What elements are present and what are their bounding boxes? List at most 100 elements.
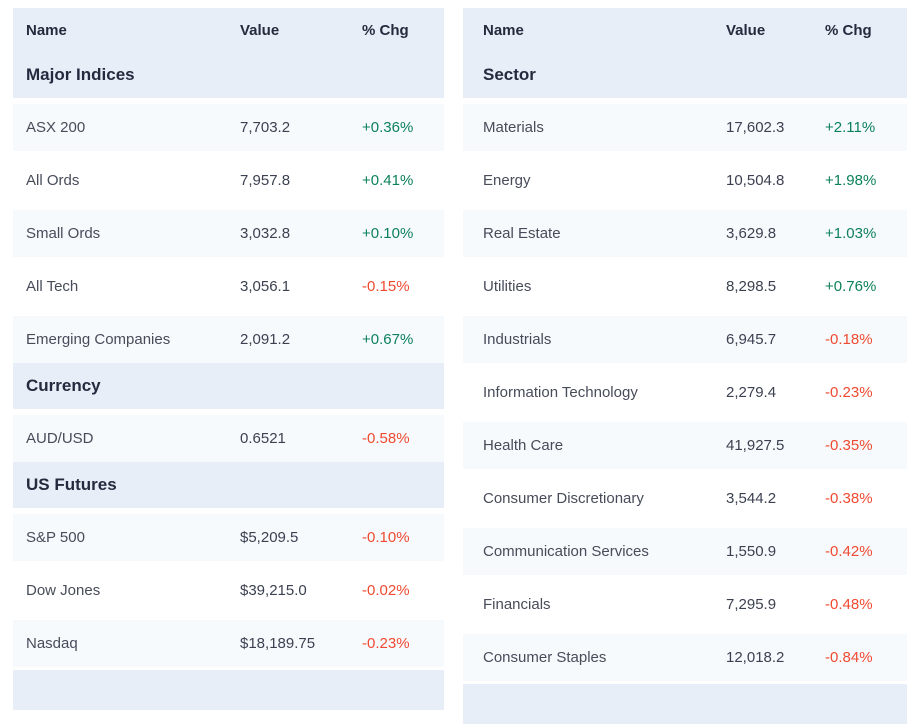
row-value: 3,544.2 [726,472,825,525]
row-name: Nasdaq [13,617,240,669]
next-section-band [463,683,907,724]
section-header-row: Currency [13,363,444,412]
row-value: 41,927.5 [726,419,825,472]
row-name: S&P 500 [13,511,240,564]
row-name: All Tech [13,260,240,313]
row-value: 7,957.8 [240,154,362,207]
row-change: +0.41% [362,154,444,207]
row-name: Dow Jones [13,564,240,617]
column-header-val: Value [240,8,362,52]
row-name: Energy [463,154,726,207]
row-name: Materials [463,101,726,154]
row-value: 12,018.2 [726,631,825,683]
row-value: 17,602.3 [726,101,825,154]
row-change: -0.02% [362,564,444,617]
market-overview-page: { "colors": { "band": "#e8eef7", "row_al… [0,0,907,620]
row-value: $39,215.0 [240,564,362,617]
section-header-row: Major Indices [13,52,444,101]
next-section-row-cutoff [463,683,907,724]
table-row[interactable]: S&P 500$5,209.5-0.10% [13,511,444,564]
row-name: Financials [463,578,726,631]
column-header-chg: % Chg [362,8,444,52]
row-change: -0.15% [362,260,444,313]
row-value: 7,703.2 [240,101,362,154]
row-change: -0.23% [825,366,907,419]
row-change: -0.35% [825,419,907,472]
row-change: +0.36% [362,101,444,154]
row-name: Health Care [463,419,726,472]
row-value: 0.6521 [240,412,362,462]
row-value: 7,295.9 [726,578,825,631]
row-value: 2,091.2 [240,313,362,363]
row-value: 10,504.8 [726,154,825,207]
column-header-name: Name [463,8,726,52]
column-header-val: Value [726,8,825,52]
row-value: 2,279.4 [726,366,825,419]
row-value: 8,298.5 [726,260,825,313]
row-name: Real Estate [463,207,726,260]
row-change: -0.10% [362,511,444,564]
row-name: Emerging Companies [13,313,240,363]
column-header-chg: % Chg [825,8,907,52]
row-change: -0.18% [825,313,907,366]
row-change: +1.98% [825,154,907,207]
row-value: 1,550.9 [726,525,825,578]
row-change: -0.48% [825,578,907,631]
column-header-name: Name [13,8,240,52]
row-value: 3,629.8 [726,207,825,260]
next-section-band [13,669,444,711]
row-name: Consumer Staples [463,631,726,683]
row-change: +1.03% [825,207,907,260]
row-name: Utilities [463,260,726,313]
row-change: -0.23% [362,617,444,669]
section-title: US Futures [13,462,444,511]
row-name: Small Ords [13,207,240,260]
row-value: 3,032.8 [240,207,362,260]
row-value: 3,056.1 [240,260,362,313]
row-change: +0.76% [825,260,907,313]
row-change: +2.11% [825,101,907,154]
row-change: -0.38% [825,472,907,525]
row-name: Communication Services [463,525,726,578]
row-value: $18,189.75 [240,617,362,669]
row-name: Consumer Discretionary [463,472,726,525]
section-header-row: Sector [463,52,907,101]
row-name: ASX 200 [13,101,240,154]
row-value: $5,209.5 [240,511,362,564]
row-change: +0.10% [362,207,444,260]
next-section-row-cutoff [13,669,444,711]
row-change: -0.42% [825,525,907,578]
table-row[interactable]: Nasdaq$18,189.75-0.23% [13,617,444,669]
row-name: All Ords [13,154,240,207]
row-name: AUD/USD [13,412,240,462]
row-value: 6,945.7 [726,313,825,366]
section-title: Major Indices [13,52,444,101]
section-title: Currency [13,363,444,412]
table-row[interactable]: Dow Jones$39,215.0-0.02% [13,564,444,617]
row-change: +0.67% [362,313,444,363]
section-title: Sector [463,52,907,101]
row-change: -0.84% [825,631,907,683]
row-name: Information Technology [463,366,726,419]
